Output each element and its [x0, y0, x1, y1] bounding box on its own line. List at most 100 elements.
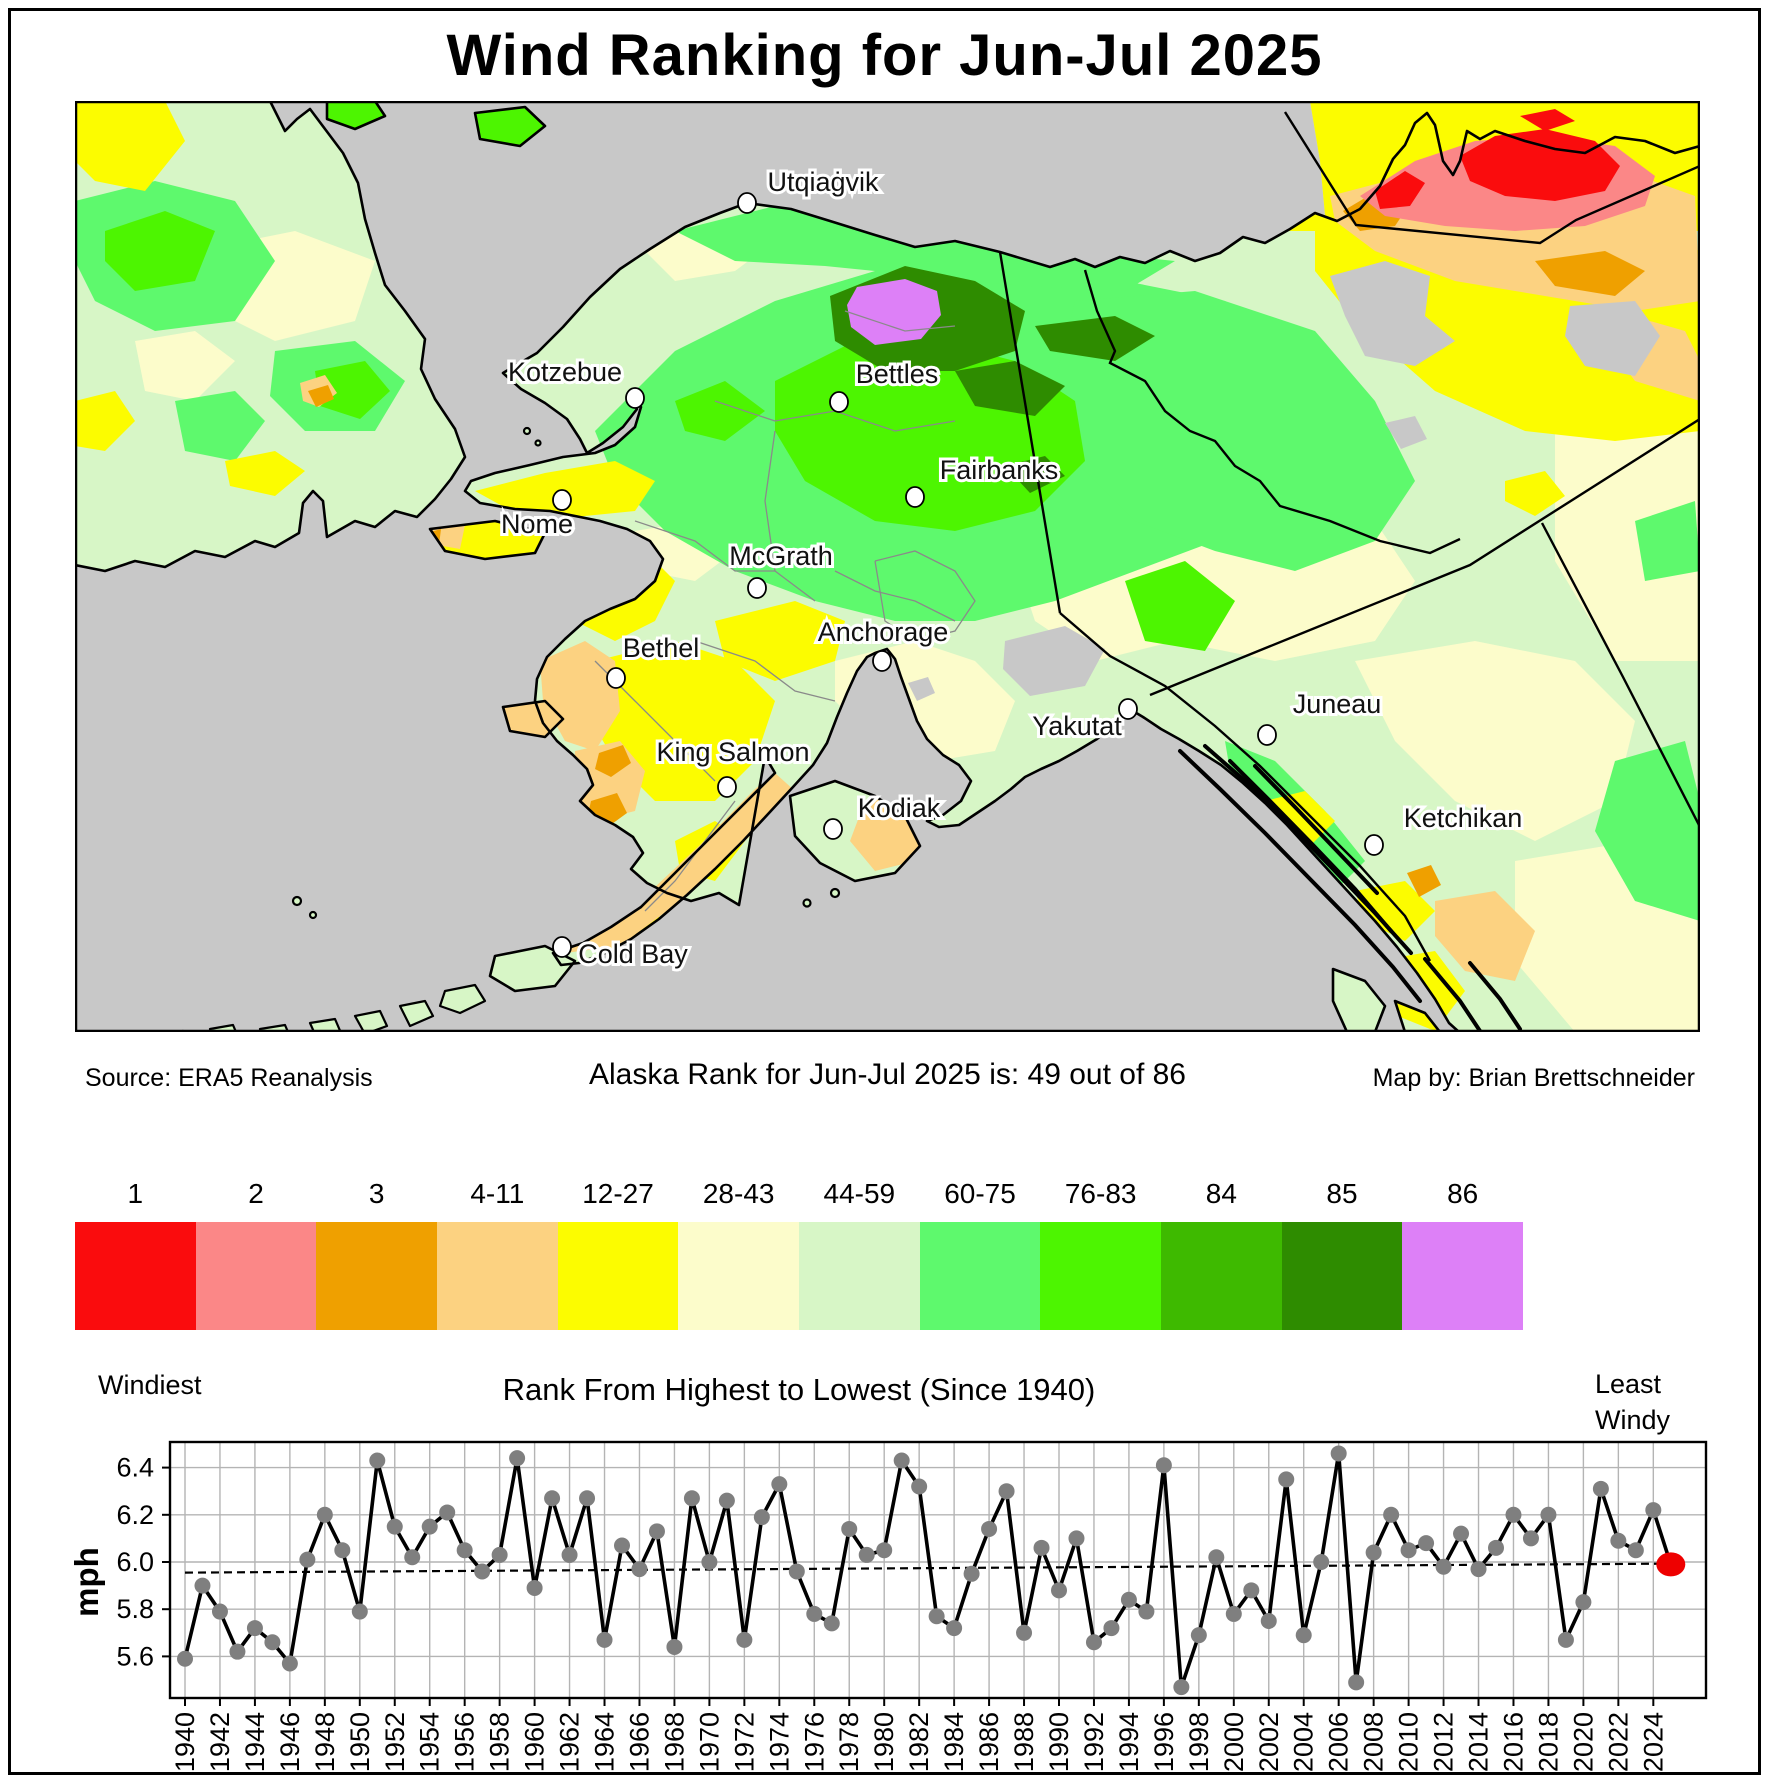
city-label: Fairbanks [940, 455, 1059, 485]
trend-line [184, 1562, 1671, 1574]
city-marker [823, 818, 843, 840]
city-label: Nome [501, 509, 573, 539]
city-label: Kodiak [858, 793, 941, 823]
data-point [998, 1483, 1015, 1500]
data-point [648, 1523, 665, 1540]
colorbar-segment-label: 85 [1326, 1178, 1358, 1209]
caption-row: Source: ERA5 Reanalysis Alaska Rank for … [75, 1058, 1700, 1098]
y-tick-labels: 5.6 5.8 6.0 6.2 6.4 [116, 1453, 154, 1672]
data-point [1016, 1624, 1033, 1641]
city-marker [552, 936, 572, 958]
city-marker [1364, 834, 1384, 856]
svg-text:2002: 2002 [1254, 1712, 1284, 1772]
city-marker [606, 667, 626, 689]
credit-caption: Map by: Brian Brettschneider [1372, 1064, 1695, 1092]
data-point [1522, 1530, 1539, 1547]
svg-text:1994: 1994 [1114, 1712, 1144, 1772]
colorbar-segment-label: 12-27 [582, 1178, 654, 1209]
city-label: Bethel [623, 633, 700, 663]
svg-text:1964: 1964 [590, 1712, 620, 1772]
colorbar-segment [799, 1222, 920, 1330]
svg-text:2020: 2020 [1568, 1712, 1598, 1772]
data-point [1610, 1532, 1627, 1549]
colorbar-segment [557, 1222, 679, 1330]
data-point [1138, 1603, 1155, 1620]
svg-text:1986: 1986 [974, 1712, 1004, 1772]
city-layer: Utqiaġvik Kotzebue Bettles Fairbanks Nome McG… [498, 164, 1525, 972]
data-point [1313, 1554, 1330, 1570]
data-point [1225, 1605, 1242, 1622]
svg-text:6.4: 6.4 [116, 1453, 154, 1483]
svg-text:1976: 1976 [799, 1712, 829, 1772]
data-point [1085, 1634, 1102, 1651]
data-point [404, 1549, 421, 1566]
data-point [1365, 1544, 1382, 1561]
data-point [1435, 1558, 1452, 1575]
svg-text:2000: 2000 [1219, 1712, 1249, 1772]
city: Utqiaġvik [737, 164, 882, 214]
data-point [614, 1537, 630, 1554]
data-point [334, 1542, 351, 1559]
svg-text:1958: 1958 [485, 1712, 515, 1772]
data-point [439, 1504, 456, 1521]
data-point [1505, 1506, 1522, 1523]
data-point [1295, 1627, 1312, 1644]
data-point [1033, 1539, 1050, 1556]
data-point [1383, 1506, 1400, 1523]
alaska-map: Utqiaġvik Kotzebue Bettles Fairbanks Nome McG… [73, 99, 1704, 1059]
city-label: Anchorage [818, 617, 949, 647]
data-point [246, 1620, 263, 1637]
city-marker [747, 577, 767, 599]
colorbar-segment [678, 1222, 800, 1330]
data-point [194, 1577, 211, 1594]
city-label: Kotzebue [508, 357, 622, 387]
svg-text:6.2: 6.2 [116, 1500, 154, 1530]
colorbar-segment-label: 3 [368, 1178, 385, 1209]
colorbar-segment-label: 44-59 [823, 1178, 896, 1209]
svg-text:1948: 1948 [310, 1712, 340, 1772]
colorbar-segment [1161, 1222, 1282, 1330]
svg-text:1984: 1984 [939, 1712, 969, 1772]
data-point [858, 1546, 875, 1563]
svg-text:1950: 1950 [345, 1712, 375, 1772]
svg-text:2018: 2018 [1533, 1712, 1563, 1772]
colorbar-segment [195, 1222, 317, 1330]
data-point [1155, 1457, 1172, 1474]
data-point [1278, 1471, 1295, 1488]
data-point [491, 1546, 508, 1563]
data-point [386, 1518, 403, 1535]
data-point [928, 1608, 945, 1625]
data-point [299, 1551, 316, 1568]
colorbar-segment-label: 2 [248, 1178, 264, 1209]
data-point [229, 1643, 246, 1660]
chart-border [168, 1440, 1708, 1700]
data-point [351, 1603, 368, 1620]
current-year-point [1656, 1552, 1686, 1577]
city: Bettles [829, 356, 941, 413]
colorbar-segment [437, 1222, 558, 1330]
data-point [893, 1452, 910, 1469]
city-label: King Salmon [656, 737, 809, 767]
city-marker [552, 489, 572, 511]
alaska-canada-border [998, 251, 1062, 614]
data-point [1051, 1582, 1067, 1599]
data-point [806, 1605, 823, 1622]
colorbar-segment-label: 4-11 [470, 1178, 525, 1209]
svg-text:1946: 1946 [275, 1712, 305, 1772]
data-point [1208, 1549, 1225, 1566]
city-label: Ketchikan [1404, 803, 1523, 833]
data-point [264, 1634, 281, 1651]
city-marker [1257, 724, 1277, 746]
svg-text:1968: 1968 [659, 1712, 689, 1772]
svg-text:1952: 1952 [380, 1712, 410, 1772]
data-point [369, 1452, 386, 1469]
city: Kodiak [823, 790, 944, 840]
colorbar-segment-label: 60-75 [944, 1178, 1016, 1209]
svg-text:2014: 2014 [1464, 1712, 1494, 1772]
svg-text:1956: 1956 [450, 1712, 480, 1772]
panhandle-border [1059, 612, 1432, 962]
colorbar-segment [316, 1222, 438, 1330]
colorbar-segment [919, 1222, 1041, 1330]
panhandle-fjords [1178, 744, 1522, 1033]
data-point [1103, 1620, 1120, 1637]
